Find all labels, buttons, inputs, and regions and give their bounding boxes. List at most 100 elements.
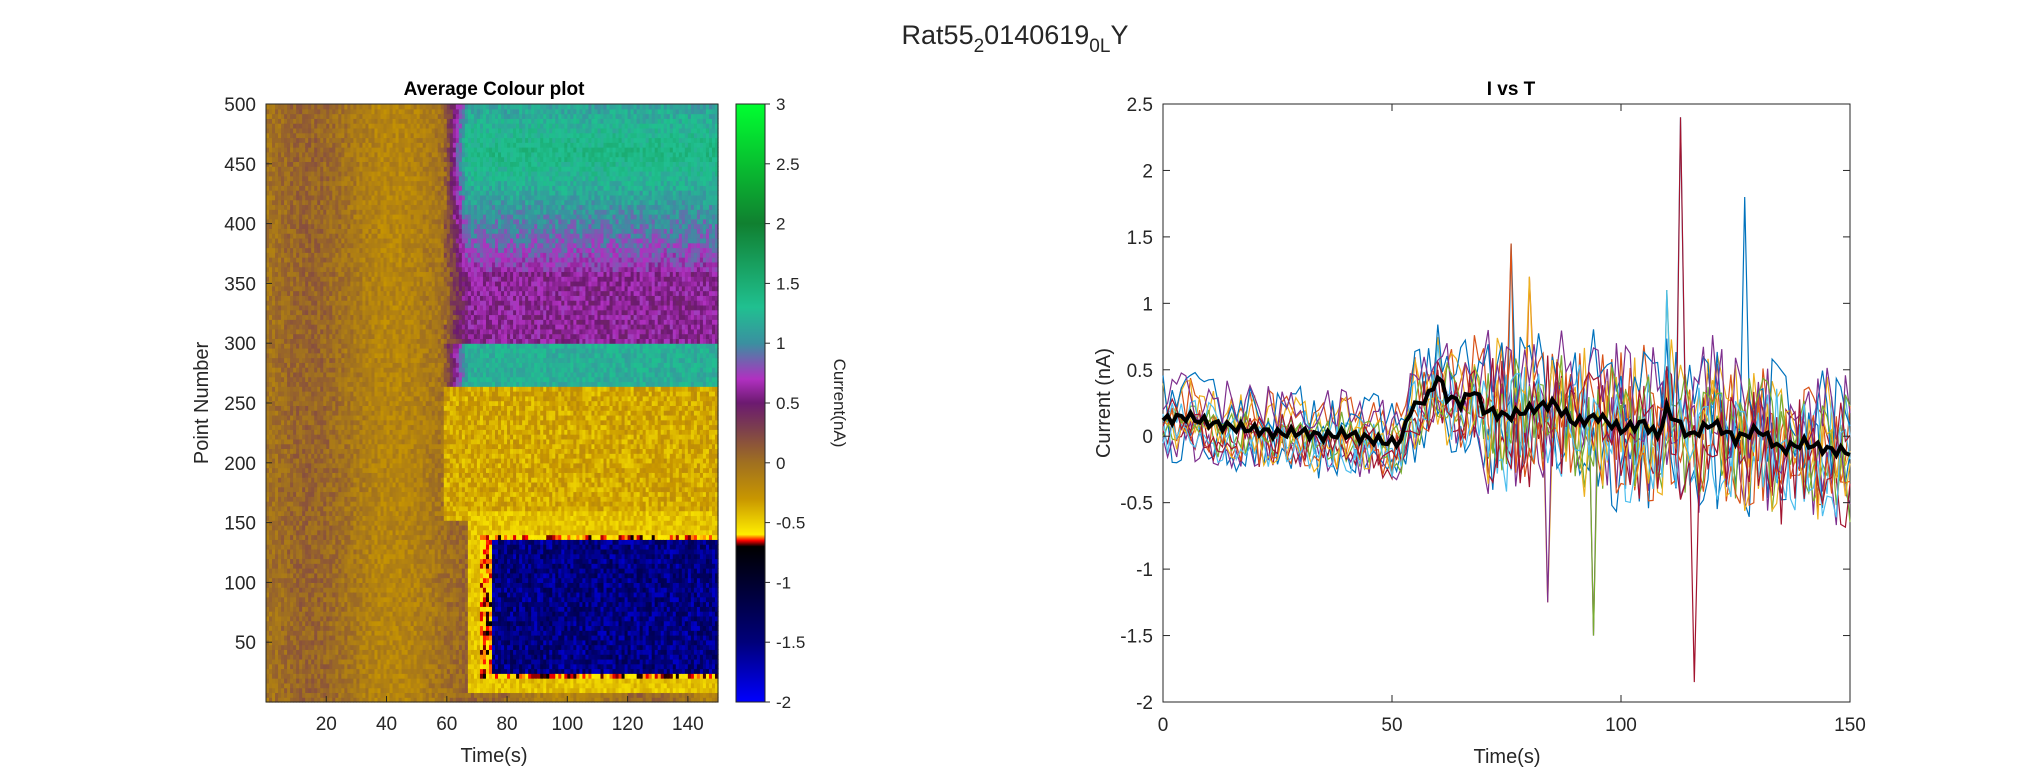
heatmap-cell bbox=[308, 615, 312, 622]
heatmap-cell bbox=[287, 123, 291, 129]
heatmap-cell bbox=[266, 467, 270, 473]
heatmap-cell bbox=[278, 692, 282, 698]
heatmap-cell bbox=[278, 271, 282, 277]
heatmap-cell bbox=[299, 104, 303, 110]
heatmap-cell bbox=[284, 654, 288, 660]
heatmap-cell bbox=[290, 414, 294, 421]
heatmap-cell bbox=[290, 285, 294, 292]
heatmap-cell bbox=[305, 510, 309, 517]
heatmap-cell bbox=[296, 304, 300, 311]
heatmap-cell bbox=[278, 496, 282, 502]
heatmap-cell bbox=[299, 481, 303, 488]
heatmap-cell bbox=[281, 467, 285, 473]
heatmap-cell bbox=[272, 453, 276, 459]
heatmap-cell bbox=[311, 486, 315, 493]
heatmap-cell bbox=[311, 458, 315, 464]
heatmap-cell bbox=[293, 395, 297, 402]
heatmap-cell bbox=[284, 300, 288, 306]
heatmap-cell bbox=[293, 544, 297, 550]
heatmap-cell bbox=[305, 458, 309, 464]
heatmap-cell bbox=[296, 218, 300, 225]
heatmap-cell bbox=[302, 692, 306, 698]
heatmap-cell bbox=[269, 668, 273, 674]
heatmap-cell bbox=[302, 304, 306, 311]
heatmap-cell bbox=[293, 175, 297, 182]
heatmap-cell bbox=[275, 237, 279, 244]
heatmap-cell bbox=[302, 218, 306, 225]
heatmap-cell bbox=[296, 673, 300, 679]
heatmap-cell bbox=[287, 663, 291, 670]
heatmap-cell bbox=[302, 615, 306, 622]
heatmap-cell bbox=[290, 529, 294, 536]
heatmap-cell bbox=[290, 199, 294, 206]
heatmap-cell bbox=[275, 247, 279, 253]
heatmap-cell bbox=[305, 343, 309, 349]
heatmap-cell bbox=[308, 462, 312, 469]
heatmap-cell bbox=[281, 548, 285, 555]
heatmap-cell bbox=[269, 625, 273, 631]
heatmap-cell bbox=[275, 572, 279, 579]
heatmap-cell bbox=[296, 228, 300, 234]
heatmap-cell bbox=[275, 405, 279, 411]
heatmap-cell bbox=[293, 228, 297, 234]
heatmap-cell bbox=[305, 529, 309, 536]
heatmap-cell bbox=[302, 376, 306, 383]
heatmap-cell bbox=[281, 362, 285, 368]
heatmap-cell bbox=[278, 682, 282, 689]
heatmap-cell bbox=[272, 180, 276, 186]
heatmap-cell bbox=[287, 118, 291, 124]
heatmap-cell bbox=[302, 104, 306, 110]
heatmap-cell bbox=[299, 352, 303, 359]
heatmap-cell bbox=[287, 692, 291, 698]
heatmap-cell bbox=[302, 438, 306, 445]
heatmap-cell bbox=[296, 410, 300, 416]
heatmap-cell bbox=[287, 477, 291, 483]
heatmap-cell bbox=[296, 692, 300, 698]
heatmap-cell bbox=[290, 606, 294, 612]
heatmap-cell bbox=[293, 276, 297, 282]
heatmap-cell bbox=[299, 443, 303, 450]
heatmap-cell bbox=[290, 534, 294, 540]
heatmap-cell bbox=[293, 362, 297, 368]
heatmap-cell bbox=[305, 132, 309, 139]
heatmap-cell bbox=[287, 367, 291, 373]
heatmap-cell bbox=[281, 520, 285, 526]
heatmap-cell bbox=[284, 209, 288, 215]
heatmap-cell bbox=[275, 295, 279, 301]
heatmap-cell bbox=[284, 591, 288, 598]
heatmap-cell bbox=[290, 639, 294, 646]
heatmap-cell bbox=[278, 438, 282, 445]
heatmap-cell bbox=[272, 548, 276, 555]
heatmap-cell bbox=[296, 429, 300, 435]
heatmap-cell bbox=[266, 663, 270, 670]
heatmap-cell bbox=[299, 304, 303, 311]
heatmap-cell bbox=[299, 472, 303, 478]
heatmap-cell bbox=[290, 472, 294, 478]
heatmap-cell bbox=[284, 611, 288, 617]
heatmap-cell bbox=[293, 352, 297, 359]
heatmap-cell bbox=[302, 223, 306, 229]
heatmap-cell bbox=[302, 644, 306, 650]
heatmap-cell bbox=[293, 553, 297, 560]
heatmap-cell bbox=[290, 194, 294, 201]
heatmap-cell bbox=[281, 180, 285, 186]
heatmap-cell bbox=[287, 180, 291, 186]
heatmap-cell bbox=[293, 156, 297, 162]
heatmap-cell bbox=[308, 214, 312, 220]
heatmap-cell bbox=[284, 558, 288, 564]
heatmap-cell bbox=[272, 568, 276, 574]
heatmap-cell bbox=[269, 333, 273, 340]
heatmap-cell bbox=[284, 257, 288, 263]
heatmap-cell bbox=[275, 400, 279, 406]
heatmap-cell bbox=[302, 319, 306, 325]
heatmap-cell bbox=[296, 300, 300, 306]
heatmap-cell bbox=[290, 132, 294, 139]
heatmap-cell bbox=[302, 391, 306, 397]
heatmap-cell bbox=[305, 266, 309, 273]
heatmap-cell bbox=[284, 673, 288, 679]
heatmap-cell bbox=[299, 319, 303, 325]
heatmap-cell bbox=[311, 625, 315, 631]
heatmap-cell bbox=[269, 501, 273, 507]
heatmap-cell bbox=[266, 261, 270, 268]
heatmap-cell bbox=[293, 271, 297, 277]
